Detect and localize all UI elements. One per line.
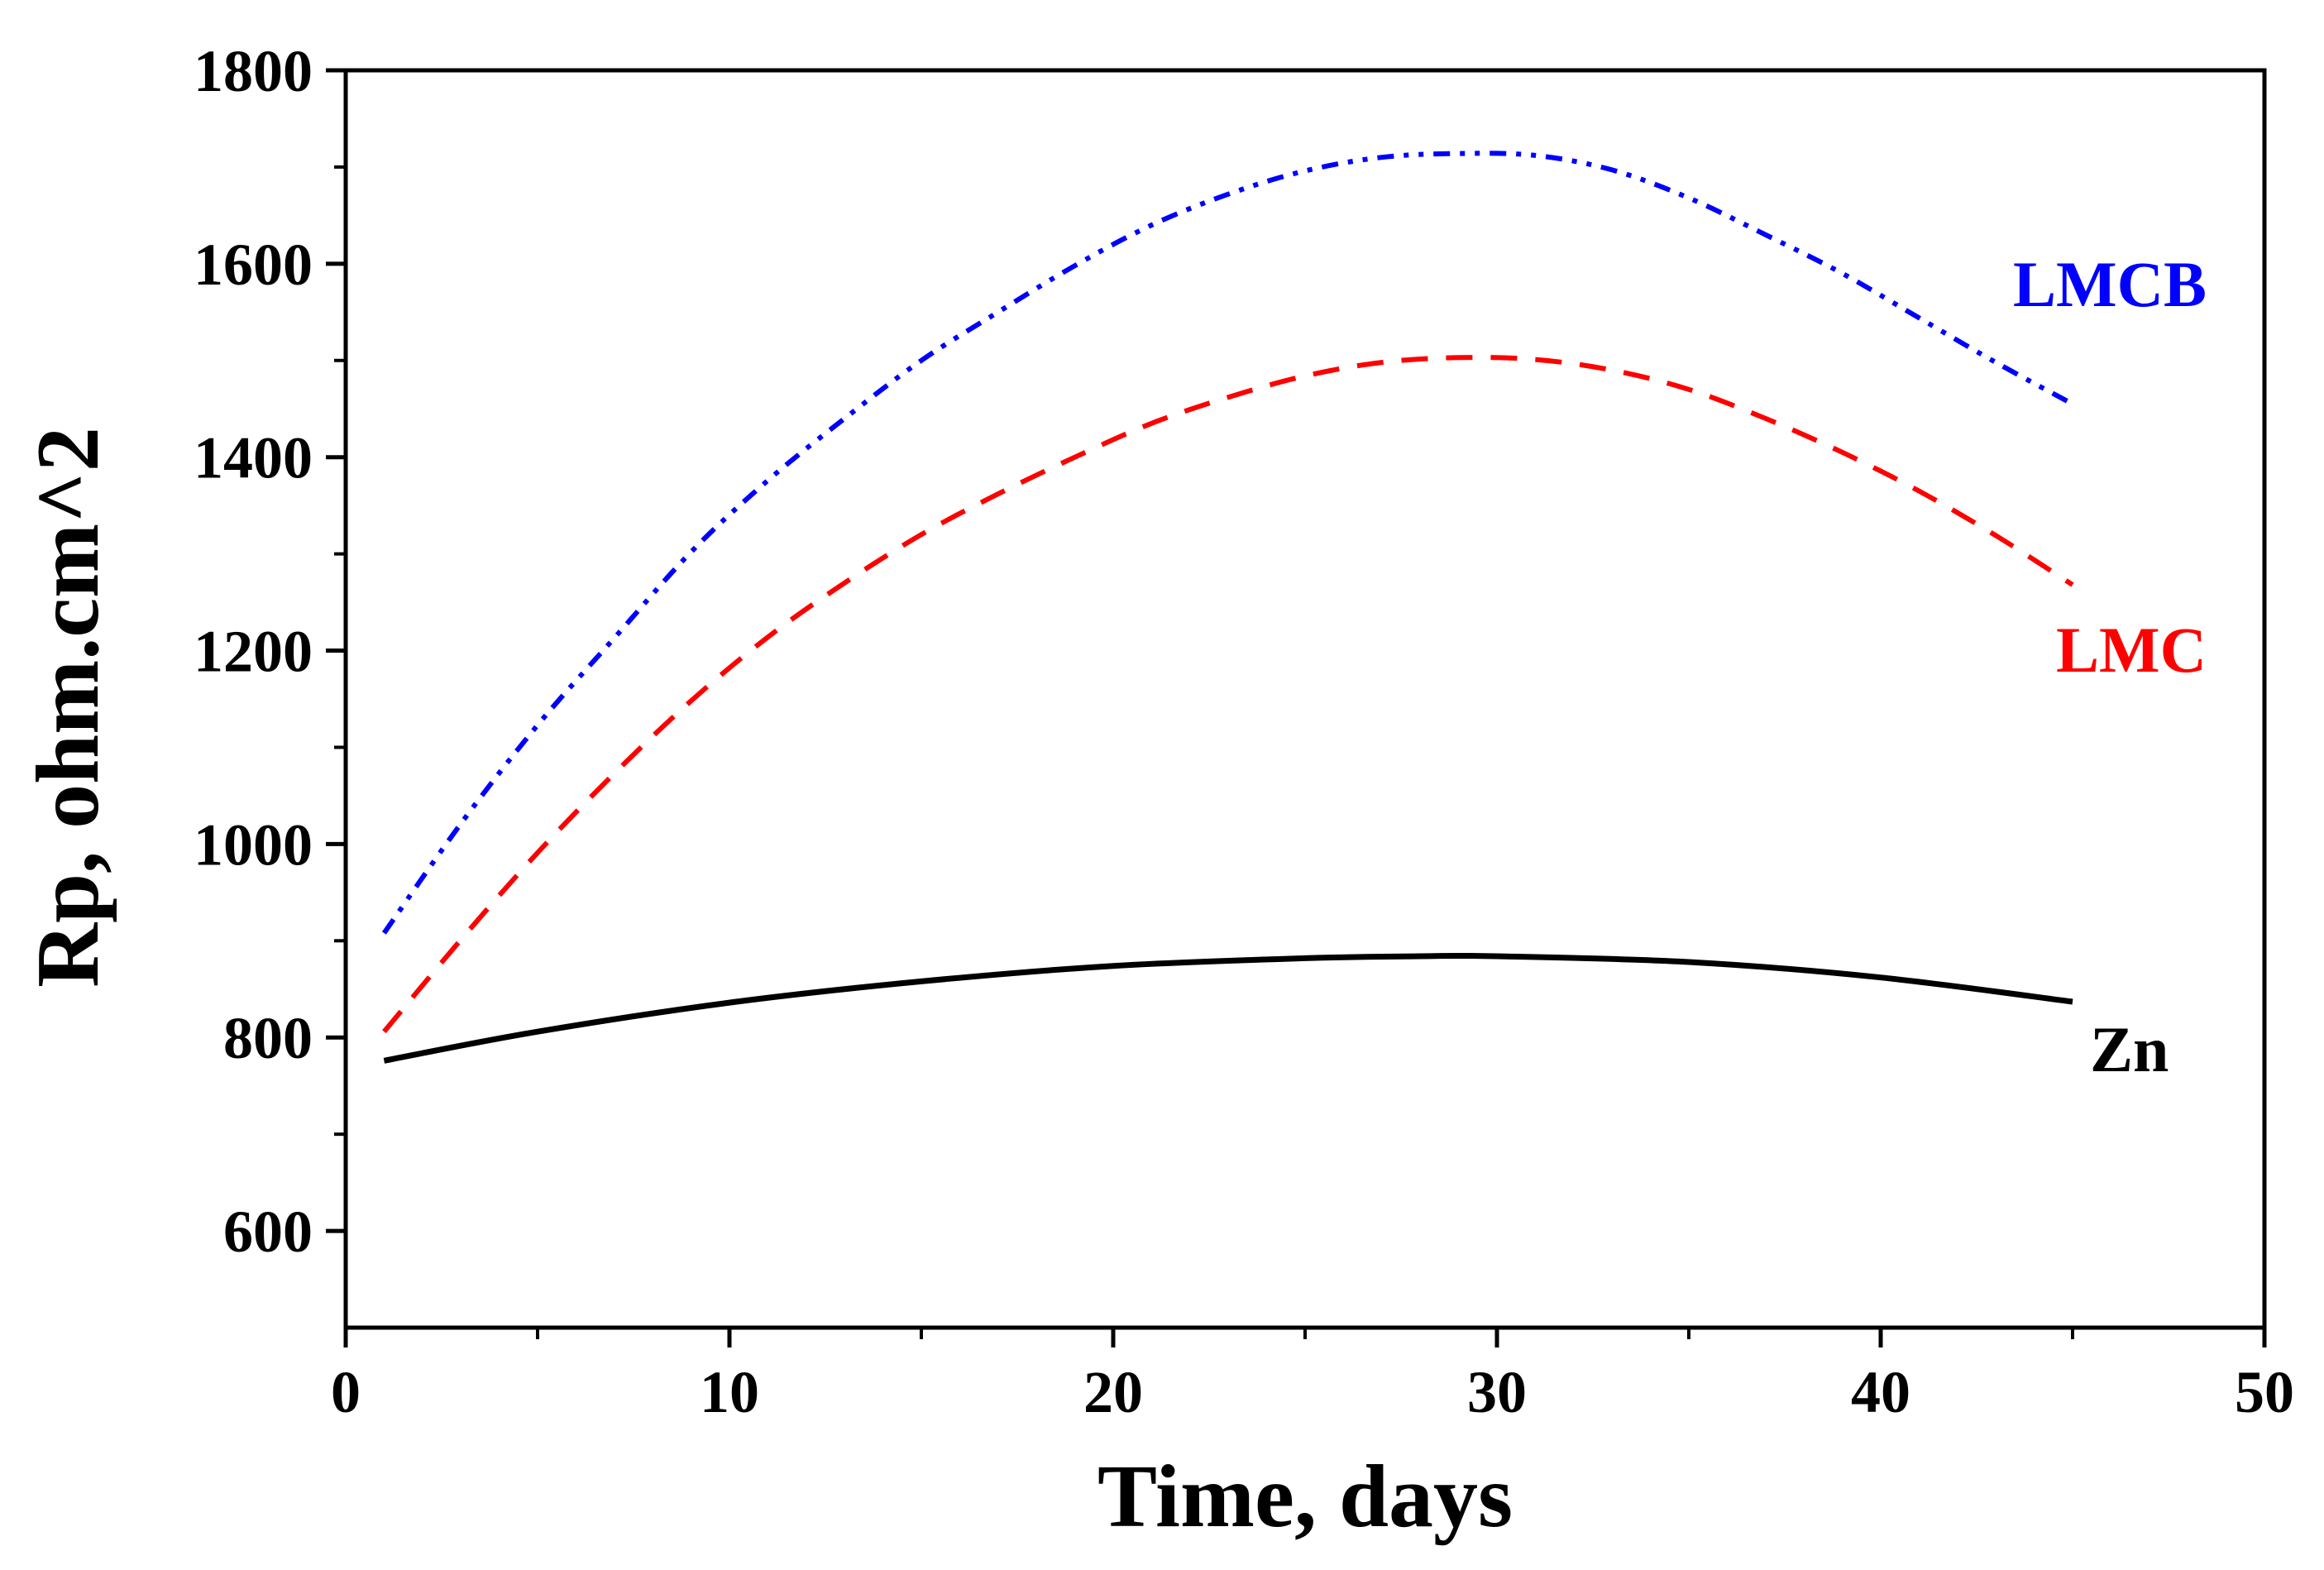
y-tick-label: 1400 [194, 425, 313, 491]
x-axis-title: Time, days [1097, 1448, 1513, 1546]
y-tick-label: 1800 [194, 38, 313, 104]
x-tick-label: 30 [1467, 1359, 1527, 1425]
series-label-lmcb: LMCB [2013, 248, 2207, 320]
series-line-zn [383, 952, 2073, 1064]
series-line-lmc [382, 355, 2074, 1034]
series-line-lmcb [381, 151, 2074, 935]
x-tick-label: 0 [331, 1359, 361, 1425]
y-tick-label: 1200 [194, 619, 313, 685]
y-tick-label: 600 [223, 1199, 313, 1265]
series-label-lmc: LMC [2056, 614, 2207, 686]
tick-marks [326, 68, 2267, 1347]
y-tick-labels: 600 800 1000 1200 1400 1600 1800 [194, 38, 313, 1265]
y-tick-label: 1000 [194, 811, 313, 878]
x-tick-label: 20 [1083, 1359, 1143, 1425]
series-layer [381, 151, 2074, 1064]
y-tick-label: 800 [223, 1005, 313, 1071]
x-tick-label: 10 [700, 1359, 759, 1425]
series-labels: LMCB LMC Zn [2013, 248, 2207, 1085]
y-axis-title: Rp, ohm.cm^2 [19, 427, 117, 988]
x-tick-labels: 0 10 20 30 40 50 [331, 1359, 2294, 1425]
x-tick-label: 40 [1851, 1359, 1910, 1425]
series-label-zn: Zn [2090, 1013, 2169, 1085]
plot-frame [343, 68, 2267, 1330]
x-tick-label: 50 [2235, 1359, 2294, 1425]
y-tick-label: 1600 [194, 232, 313, 298]
